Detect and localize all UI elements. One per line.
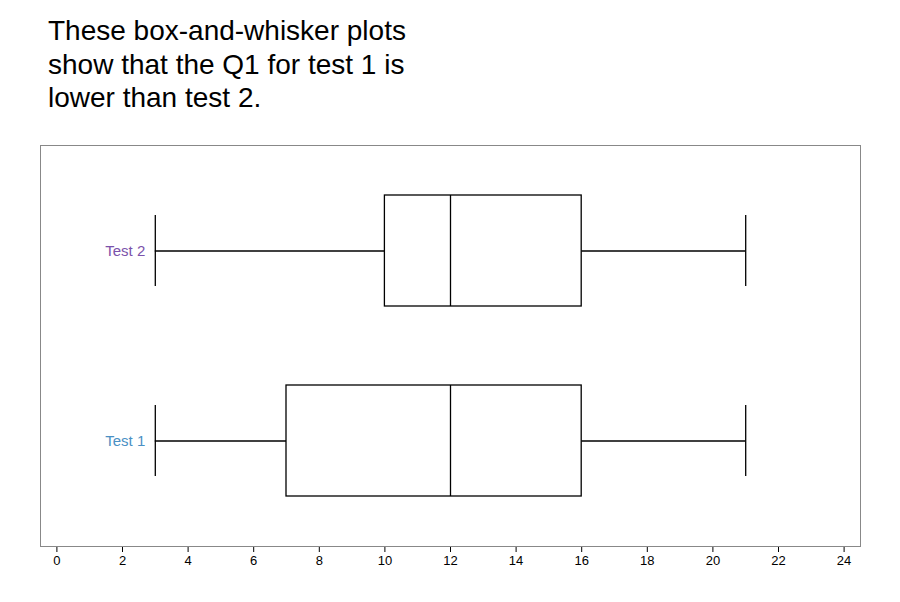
svg-text:0: 0 [53, 553, 60, 568]
svg-text:12: 12 [443, 553, 457, 568]
svg-text:16: 16 [574, 553, 588, 568]
svg-text:Test 2: Test 2 [105, 242, 145, 259]
svg-text:20: 20 [706, 553, 720, 568]
svg-text:10: 10 [378, 553, 392, 568]
svg-text:8: 8 [316, 553, 323, 568]
svg-text:6: 6 [250, 553, 257, 568]
svg-text:22: 22 [771, 553, 785, 568]
svg-text:18: 18 [640, 553, 654, 568]
html-text:These box-and-whisker plots sh: These box-and-whisker plots show that th… [48, 15, 406, 114]
svg-text:Test 1: Test 1 [105, 432, 145, 449]
svg-text:14: 14 [509, 553, 523, 568]
svg-text:4: 4 [184, 553, 191, 568]
svg-text:2: 2 [119, 553, 126, 568]
svg-text:24: 24 [837, 553, 851, 568]
